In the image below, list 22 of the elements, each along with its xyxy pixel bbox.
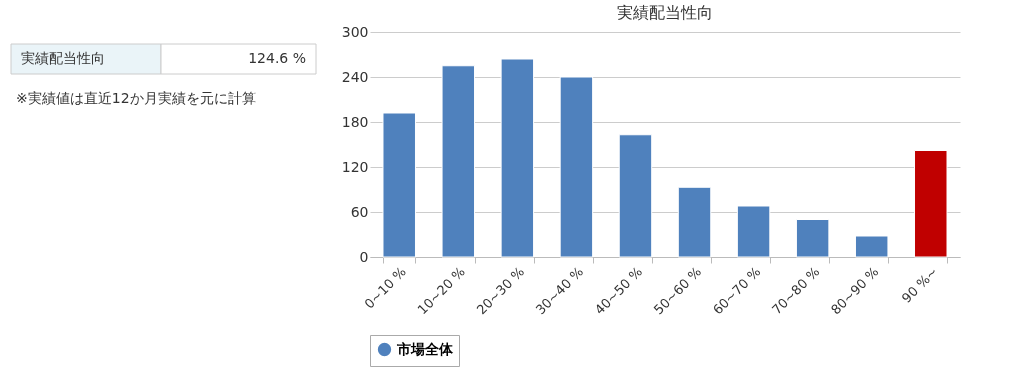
- bar: [795, 219, 830, 258]
- bar: [441, 65, 476, 258]
- legend-label: 市場全体: [396, 340, 454, 357]
- y-tick-label: 0: [359, 248, 369, 265]
- text: 実績配当性向: [21, 50, 105, 66]
- y-tick-label: 180: [341, 113, 369, 130]
- text: 124.6 %: [248, 50, 306, 66]
- text: ※実績値は直近12か月実績を元に計算: [16, 90, 256, 106]
- bar: [854, 235, 889, 258]
- bar: [914, 150, 948, 258]
- bar: [382, 112, 416, 258]
- bar: [736, 205, 771, 258]
- y-tick-label: 120: [341, 158, 369, 175]
- bar: [618, 134, 653, 258]
- bar: [559, 76, 594, 258]
- y-tick-label: 240: [341, 68, 369, 85]
- x-tick-label: 90 %~: [898, 264, 941, 306]
- y-tick-label: 300: [341, 23, 369, 40]
- y-tick-label: 60: [350, 203, 369, 220]
- chart-title: 実績配当性向: [617, 3, 713, 22]
- bar: [677, 186, 712, 258]
- bar: [500, 58, 535, 258]
